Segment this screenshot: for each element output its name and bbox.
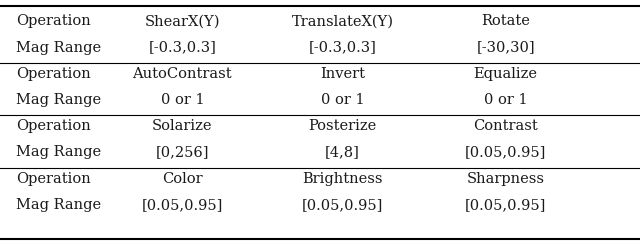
Text: [-30,30]: [-30,30] (476, 41, 535, 55)
Text: Operation: Operation (16, 119, 91, 133)
Text: Sharpness: Sharpness (467, 172, 545, 186)
Text: Color: Color (162, 172, 203, 186)
Text: [0.05,0.95]: [0.05,0.95] (301, 198, 383, 212)
Text: [0.05,0.95]: [0.05,0.95] (141, 198, 223, 212)
Text: 0 or 1: 0 or 1 (321, 93, 364, 107)
Text: Brightness: Brightness (302, 172, 383, 186)
Text: [0.05,0.95]: [0.05,0.95] (465, 146, 547, 159)
Text: [4,8]: [4,8] (325, 146, 360, 159)
Text: Operation: Operation (16, 172, 91, 186)
Text: [0.05,0.95]: [0.05,0.95] (465, 198, 547, 212)
Text: Solarize: Solarize (152, 119, 212, 133)
Text: Contrast: Contrast (473, 119, 538, 133)
Text: Mag Range: Mag Range (16, 198, 101, 212)
Text: Operation: Operation (16, 67, 91, 81)
Text: 0 or 1: 0 or 1 (161, 93, 204, 107)
Text: Equalize: Equalize (474, 67, 538, 81)
Text: Mag Range: Mag Range (16, 146, 101, 159)
Text: Rotate: Rotate (481, 14, 530, 28)
Text: 0 or 1: 0 or 1 (484, 93, 527, 107)
Text: Mag Range: Mag Range (16, 41, 101, 55)
Text: TranslateX(Y): TranslateX(Y) (291, 14, 394, 28)
Text: [0,256]: [0,256] (156, 146, 209, 159)
Text: Posterize: Posterize (308, 119, 376, 133)
Text: Mag Range: Mag Range (16, 93, 101, 107)
Text: [-0.3,0.3]: [-0.3,0.3] (148, 41, 216, 55)
Text: [-0.3,0.3]: [-0.3,0.3] (308, 41, 376, 55)
Text: Operation: Operation (16, 14, 91, 28)
Text: ShearX(Y): ShearX(Y) (145, 14, 220, 28)
Text: Invert: Invert (320, 67, 365, 81)
Text: AutoContrast: AutoContrast (132, 67, 232, 81)
